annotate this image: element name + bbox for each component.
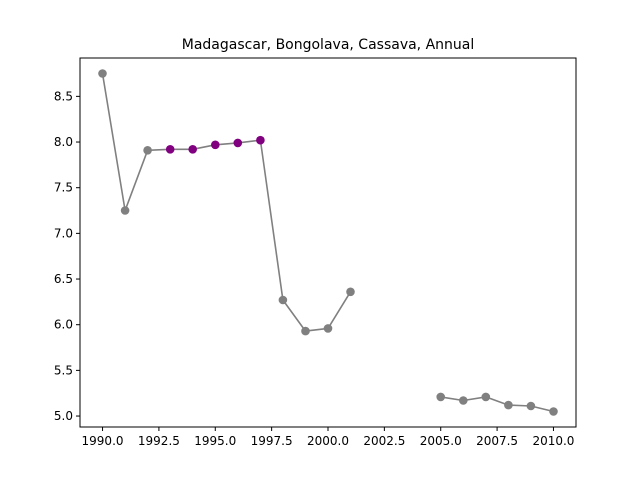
x-tick-label: 2010.0: [532, 434, 574, 448]
data-point-highlighted: [211, 140, 220, 150]
y-tick-label: 6.5: [54, 272, 73, 286]
x-tick-label: 1990.0: [82, 434, 124, 448]
data-point: [504, 400, 513, 410]
y-tick-label: 6.0: [54, 318, 73, 332]
data-point-highlighted: [165, 145, 175, 154]
y-axis: 5.0 5.5 6.0 6.5 7.0 7.5 8.0 8.5: [54, 89, 80, 423]
data-point: [301, 326, 310, 336]
data-point: [459, 396, 468, 405]
y-tick-label: 8.0: [54, 135, 73, 149]
data-point: [549, 407, 558, 416]
x-tick-label: 1992.5: [138, 434, 180, 448]
data-point: [481, 392, 491, 402]
chart-title: Madagascar, Bongolava, Cassava, Annual: [182, 37, 475, 53]
series-points: [98, 69, 558, 416]
data-point: [436, 392, 446, 402]
x-tick-label: 1995.0: [194, 434, 236, 448]
y-tick-label: 7.0: [54, 226, 73, 240]
x-tick-label: 2007.5: [476, 434, 518, 448]
data-point: [526, 401, 536, 411]
data-point: [346, 287, 355, 297]
data-point-highlighted: [188, 145, 197, 154]
x-tick-label: 2005.0: [420, 434, 462, 448]
data-point: [120, 206, 130, 215]
x-tick-label: 2000.0: [307, 434, 349, 448]
y-tick-label: 8.5: [54, 89, 73, 103]
data-point-highlighted: [233, 138, 243, 148]
x-tick-label: 2002.5: [363, 434, 405, 448]
plot-area-frame: [79, 57, 577, 428]
data-point: [323, 324, 333, 333]
x-tick-label: 1997.5: [251, 434, 293, 448]
data-point-highlighted: [256, 135, 265, 145]
y-tick-label: 7.5: [54, 181, 73, 195]
data-point: [278, 295, 288, 305]
y-tick-label: 5.0: [54, 409, 73, 423]
data-point: [143, 146, 152, 155]
x-axis: 1990.0 1992.5 1995.0 1997.5 2000.0 2002.5 2005…: [82, 427, 574, 448]
y-tick-label: 5.5: [54, 363, 73, 377]
data-point: [98, 69, 107, 78]
